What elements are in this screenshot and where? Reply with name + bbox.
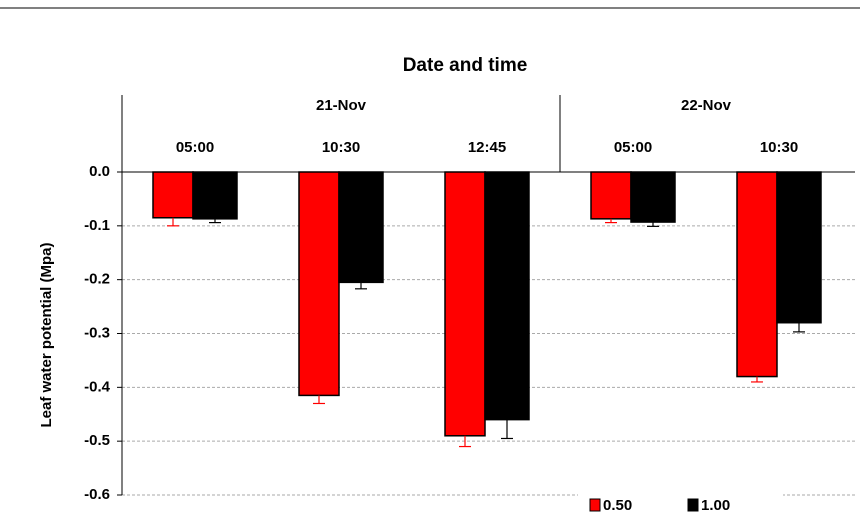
y-tick-label: 0.0 bbox=[89, 163, 110, 180]
bar bbox=[630, 171, 676, 223]
legend-label: 0.50 bbox=[603, 497, 632, 514]
y-tick-label: -0.2 bbox=[84, 271, 110, 288]
x-tick-label: 12:45 bbox=[468, 139, 506, 156]
bar bbox=[590, 171, 632, 220]
bar bbox=[192, 171, 238, 220]
error-bar bbox=[355, 282, 367, 290]
legend-label: 1.00 bbox=[701, 497, 730, 514]
y-tick-label: -0.1 bbox=[84, 217, 110, 234]
error-bar bbox=[751, 376, 763, 383]
bar bbox=[736, 171, 778, 378]
legend-box bbox=[578, 492, 783, 522]
error-bar bbox=[793, 322, 805, 333]
error-bar bbox=[313, 395, 325, 405]
bar bbox=[298, 171, 340, 397]
x-tick-label: 05:00 bbox=[614, 139, 652, 156]
bar bbox=[484, 171, 530, 421]
x-tick-label: 05:00 bbox=[176, 139, 214, 156]
chart-title: Date and time bbox=[403, 55, 528, 76]
error-bar bbox=[459, 435, 471, 448]
error-bar bbox=[167, 217, 179, 227]
date-label: 22-Nov bbox=[681, 97, 732, 114]
y-tick-label: -0.3 bbox=[84, 324, 110, 341]
y-tick-label: -0.5 bbox=[84, 432, 110, 449]
bar bbox=[776, 171, 822, 324]
bar bbox=[152, 171, 194, 219]
legend-swatch bbox=[589, 498, 601, 512]
legend-swatch bbox=[687, 498, 699, 512]
bar bbox=[444, 171, 486, 437]
bar bbox=[338, 171, 384, 284]
error-bar bbox=[647, 222, 659, 227]
y-axis-title: Leaf water potential (Mpa) bbox=[38, 242, 55, 427]
y-tick-label: -0.6 bbox=[84, 486, 110, 503]
error-bar bbox=[605, 218, 617, 224]
x-tick-label: 10:30 bbox=[322, 139, 360, 156]
x-tick-label: 10:30 bbox=[760, 139, 798, 156]
error-bar bbox=[209, 218, 221, 224]
error-bar bbox=[501, 419, 513, 440]
date-label: 21-Nov bbox=[316, 97, 367, 114]
y-tick-label: -0.4 bbox=[84, 378, 111, 395]
